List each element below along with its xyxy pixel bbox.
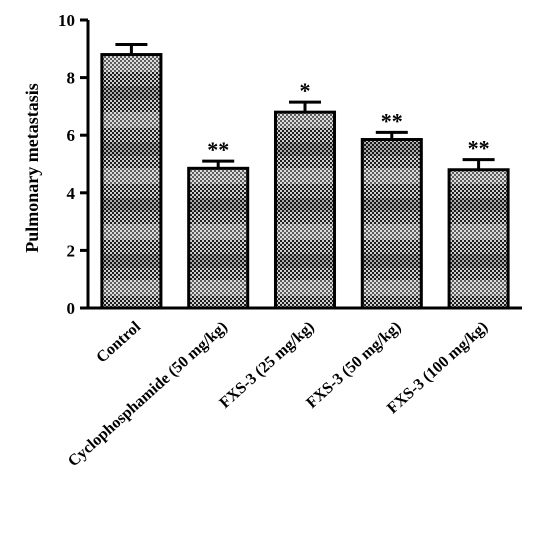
bars: ******* (100, 42, 510, 310)
bar-group (100, 42, 163, 310)
significance-marker: * (300, 78, 311, 103)
y-tick-label: 6 (67, 126, 76, 145)
bar-group: ** (447, 136, 510, 310)
bar-shading (188, 168, 248, 308)
significance-marker: ** (468, 136, 490, 161)
bar-group: * (273, 78, 337, 310)
y-tick-label: 0 (67, 299, 76, 318)
y-axis: 0 2 4 6 8 10 (58, 11, 522, 318)
significance-marker: ** (381, 108, 403, 133)
y-tick-label: 4 (67, 184, 76, 203)
x-tick-label: Control (93, 318, 144, 366)
y-tick-label: 2 (67, 241, 76, 260)
significance-marker: ** (207, 137, 229, 162)
y-tick-label: 10 (58, 11, 75, 30)
y-axis-title: Pulmonary metastasis (22, 83, 42, 253)
bar-shading (275, 112, 335, 308)
bar-group: ** (360, 108, 423, 310)
bar-shading (449, 169, 509, 308)
bar-group: ** (187, 137, 250, 310)
x-tick-label: FXS-3 (50 mg/kg) (303, 318, 404, 412)
x-tick-label: FXS-3 (25 mg/kg) (216, 318, 317, 412)
bar-shading (362, 139, 422, 308)
bar-shading (101, 54, 161, 309)
x-tick-label: Cyclophosphamide (50 mg/kg) (65, 318, 231, 470)
y-tick-label: 8 (67, 69, 76, 88)
